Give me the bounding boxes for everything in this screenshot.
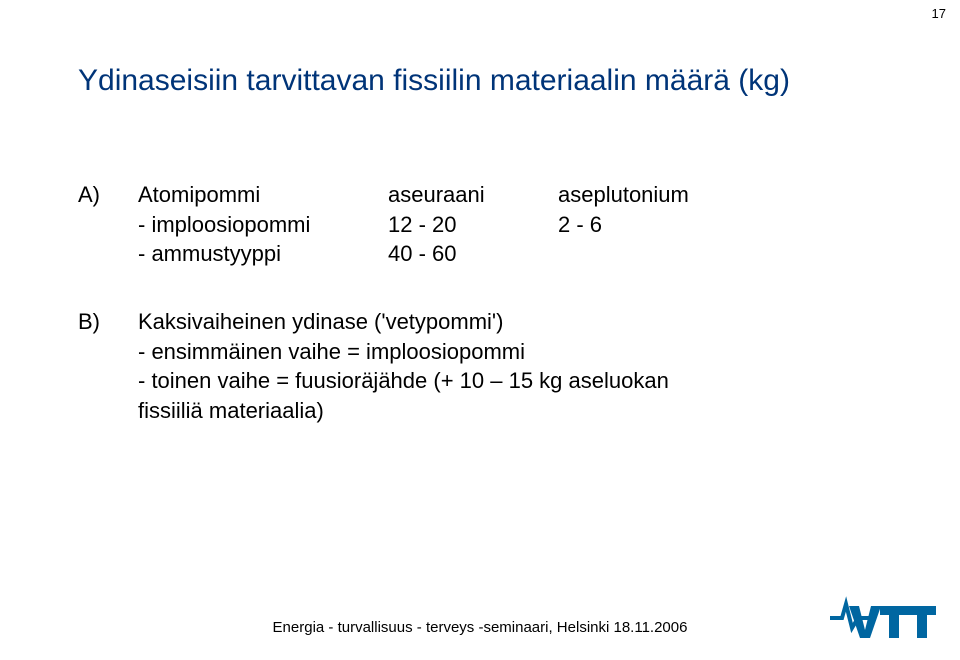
a-header-col3: aseplutonium xyxy=(558,180,728,210)
a-header-col2: aseuraani xyxy=(388,180,558,210)
footer-text: Energia - turvallisuus - terveys -semina… xyxy=(0,619,960,636)
b-line1: Kaksivaiheinen ydinase ('vetypommi') xyxy=(138,307,900,337)
b-line3: - toinen vaihe = fuusioräjähde (+ 10 – 1… xyxy=(138,366,900,396)
slide-title: Ydinaseisiin tarvittavan fissiilin mater… xyxy=(78,64,790,98)
a-row2-col2: 40 - 60 xyxy=(388,239,558,269)
b-line2: - ensimmäinen vaihe = imploosiopommi xyxy=(138,337,900,367)
slide-content: A) Atomipommi aseuraani aseplutonium - i… xyxy=(78,180,900,426)
a-row1-col2: 12 - 20 xyxy=(388,210,558,240)
logo-letters xyxy=(849,606,936,638)
section-a-label: A) xyxy=(78,180,138,269)
a-row1-col3: 2 - 6 xyxy=(558,210,728,240)
a-row1-col1: - imploosiopommi xyxy=(138,210,388,240)
section-b: B) Kaksivaiheinen ydinase ('vetypommi') … xyxy=(78,307,900,426)
page-number: 17 xyxy=(932,6,946,21)
section-b-label: B) xyxy=(78,307,138,426)
section-a: A) Atomipommi aseuraani aseplutonium - i… xyxy=(78,180,900,269)
a-header-col1: Atomipommi xyxy=(138,180,388,210)
b-line4: fissiiliä materiaalia) xyxy=(138,396,900,426)
a-row2-col1: - ammustyyppi xyxy=(138,239,388,269)
a-row2-col3 xyxy=(558,239,728,269)
vtt-logo xyxy=(828,594,938,642)
